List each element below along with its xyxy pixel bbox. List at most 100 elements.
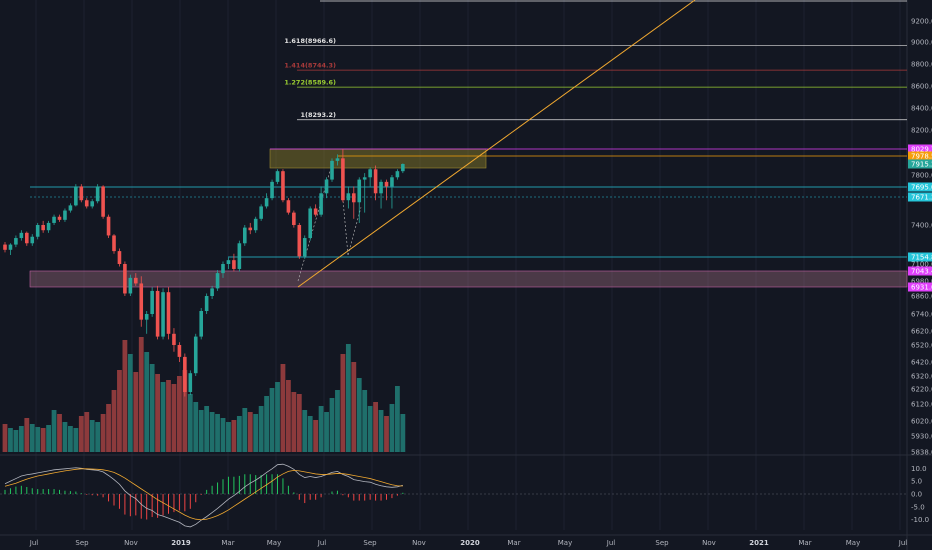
volume-bar <box>133 372 139 452</box>
price-label-text: 7154.8 <box>911 254 932 262</box>
candle <box>41 220 45 233</box>
candle <box>112 234 116 254</box>
candle-body <box>384 181 389 187</box>
candle <box>237 240 242 272</box>
price-label-text: 7043.4 <box>911 268 932 276</box>
candle-body <box>264 198 269 207</box>
volume-bar <box>106 404 111 452</box>
zones <box>29 148 908 288</box>
candle-body <box>204 296 209 311</box>
time-tick-label: Mar <box>798 539 811 547</box>
candle-body <box>292 212 296 225</box>
fib-label: 1.618(8966.6) <box>284 37 336 45</box>
candle <box>253 216 258 233</box>
time-tick-label: May <box>846 539 860 547</box>
volume-bar <box>89 420 95 452</box>
candle <box>25 231 29 246</box>
candle <box>248 222 253 235</box>
candle-body <box>25 232 29 244</box>
price-tick-label: 8400.0 <box>911 105 932 113</box>
candle-body <box>144 314 149 320</box>
volume-bar <box>340 354 346 452</box>
candle-body <box>46 222 51 231</box>
candle <box>30 234 35 246</box>
price-tick-label: 9200.0 <box>911 18 932 26</box>
volume-bar <box>204 406 210 452</box>
volume-bar <box>122 340 128 452</box>
candle-body <box>52 216 56 223</box>
grid-lines <box>35 0 901 530</box>
time-tick-label: Sep <box>363 539 377 547</box>
candle <box>341 149 345 203</box>
candle <box>226 257 231 269</box>
volume-bar <box>318 406 324 452</box>
candle <box>183 353 187 397</box>
volume-bar <box>193 402 199 452</box>
candle <box>150 287 154 317</box>
volume-bars <box>2 337 406 452</box>
volume-bar <box>78 416 84 452</box>
volume-bar <box>356 378 362 452</box>
candle <box>106 214 111 239</box>
volume-bar <box>68 426 73 452</box>
macd-tick-label: 10.0 <box>911 465 927 473</box>
volume-bar <box>40 428 46 452</box>
candle-body <box>106 216 111 236</box>
volume-bar <box>155 374 160 452</box>
candle <box>204 293 209 314</box>
price-tick-label: 6620.0 <box>911 328 932 336</box>
candle <box>19 230 24 241</box>
price-tick-label: 5838.0 <box>911 449 932 457</box>
candle <box>297 222 302 259</box>
volume-bar <box>236 416 242 452</box>
volume-bar <box>302 410 308 452</box>
candle <box>188 370 193 395</box>
price-tick-label: 8800.0 <box>911 61 932 69</box>
price-tick-label: 7800.0 <box>911 172 932 180</box>
candle-body <box>232 260 236 269</box>
candle <box>199 308 203 340</box>
candle-body <box>335 158 340 161</box>
candle <box>232 253 236 272</box>
time-tick-label: Nov <box>702 539 716 547</box>
price-tick-label: 6320.0 <box>911 373 932 381</box>
candle-body <box>281 171 285 201</box>
candle-body <box>401 164 405 172</box>
price-tick-label: 6120.0 <box>911 401 932 409</box>
volume-bar <box>296 394 302 452</box>
price-label-text: 8029.7 <box>911 146 932 154</box>
candle <box>281 169 285 203</box>
candle <box>95 184 100 204</box>
candle-body <box>259 206 263 219</box>
macd-tick-label: 0.0 <box>911 491 922 499</box>
price-label-bg <box>908 282 932 292</box>
candle-body <box>308 208 312 239</box>
volume-bar <box>275 382 280 452</box>
candle-body <box>313 208 318 215</box>
volume-bar <box>84 412 90 452</box>
volume-bar <box>111 390 117 452</box>
fib-label: 1.414(8744.3) <box>284 62 336 70</box>
candle-body <box>188 373 193 392</box>
volume-bar <box>324 412 329 452</box>
candle-body <box>101 186 105 217</box>
volume-bar <box>187 394 193 452</box>
volume-bar <box>144 352 150 452</box>
candle-body <box>243 227 247 244</box>
volume-bar <box>73 428 79 452</box>
signal-line <box>4 468 403 521</box>
time-tick-label: Nov <box>124 539 138 547</box>
candle <box>134 273 138 286</box>
candle <box>390 175 394 209</box>
candle-body <box>172 333 176 345</box>
candle <box>57 214 62 222</box>
volume-bar <box>307 416 313 452</box>
volume-bar <box>351 362 357 452</box>
macd-tick-label: -10.0 <box>911 516 929 524</box>
candle-body <box>324 179 329 194</box>
volume-bar <box>13 430 19 452</box>
candle <box>172 328 176 352</box>
candle <box>373 165 378 201</box>
